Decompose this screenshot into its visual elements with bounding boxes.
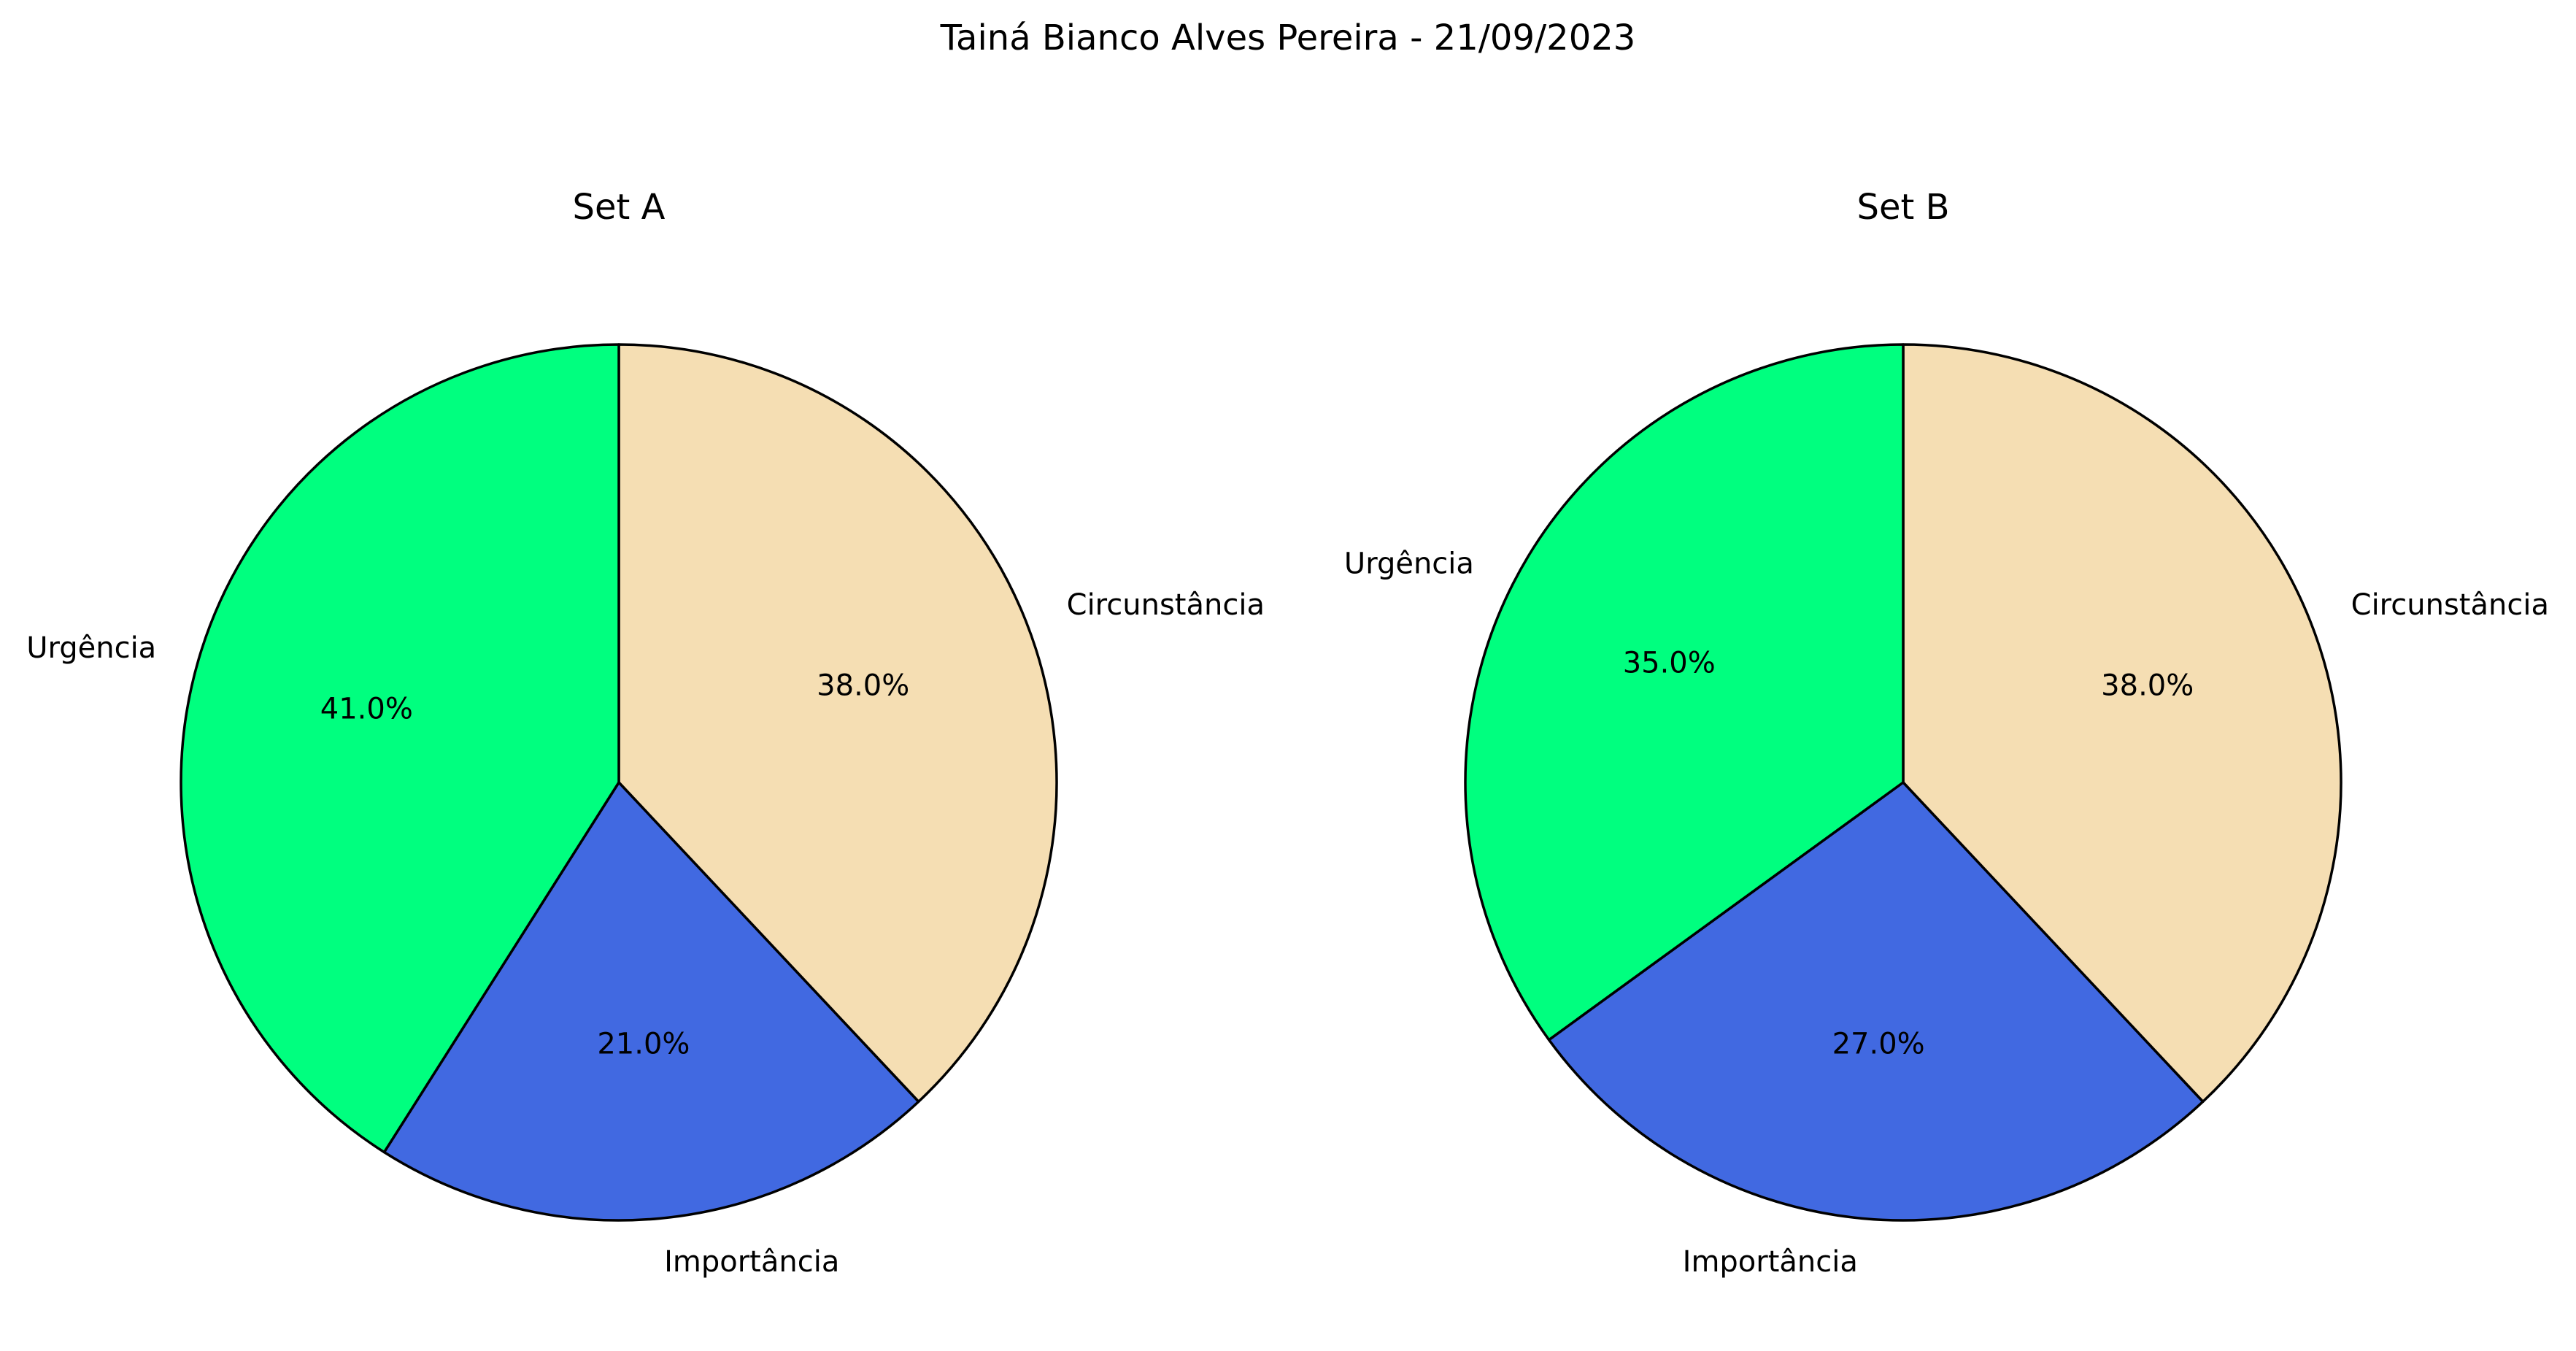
pie-slice-circunstancia-set-a xyxy=(617,343,1058,1104)
pie-slice-importancia-set-a xyxy=(382,781,920,1222)
pct-label-circunstancia-set-a: 38.0% xyxy=(817,669,909,702)
chart-title-set-a: Set A xyxy=(573,187,666,228)
pie-slice-urgencia-set-a xyxy=(180,343,620,1154)
pct-label-urgencia-set-b: 35.0% xyxy=(1623,647,1716,680)
pie-chart-set-a: Set A 38.0% Circunstância 21.0% Importância… xyxy=(26,187,1265,1279)
slice-label-urgencia-set-b: Urgência xyxy=(1344,547,1474,580)
pie-slice-circunstancia-set-b xyxy=(1902,343,2342,1104)
slice-label-circunstancia-set-a: Circunstância xyxy=(1067,588,1265,622)
pie-slice-urgencia-set-b xyxy=(1464,343,1905,1042)
slice-label-importancia-set-b: Importância xyxy=(1683,1245,1858,1279)
pie-chart-set-b: Set B 38.0% Circunstância 27.0% Importância… xyxy=(1344,187,2549,1279)
chart-title-set-b: Set B xyxy=(1856,187,1949,228)
slice-label-importancia-set-a: Importância xyxy=(664,1245,839,1279)
slice-label-urgencia-set-a: Urgência xyxy=(26,631,156,665)
pct-label-urgencia-set-a: 41.0% xyxy=(320,693,413,726)
pct-label-circunstancia-set-b: 38.0% xyxy=(2101,669,2194,702)
pct-label-importancia-set-b: 27.0% xyxy=(1832,1027,1925,1061)
figure-title: Tainá Bianco Alves Pereira - 21/09/2023 xyxy=(940,18,1636,58)
pct-label-importancia-set-a: 21.0% xyxy=(597,1027,690,1061)
slice-label-circunstancia-set-b: Circunstância xyxy=(2351,588,2549,622)
pie-slice-importancia-set-b xyxy=(1547,781,2205,1222)
